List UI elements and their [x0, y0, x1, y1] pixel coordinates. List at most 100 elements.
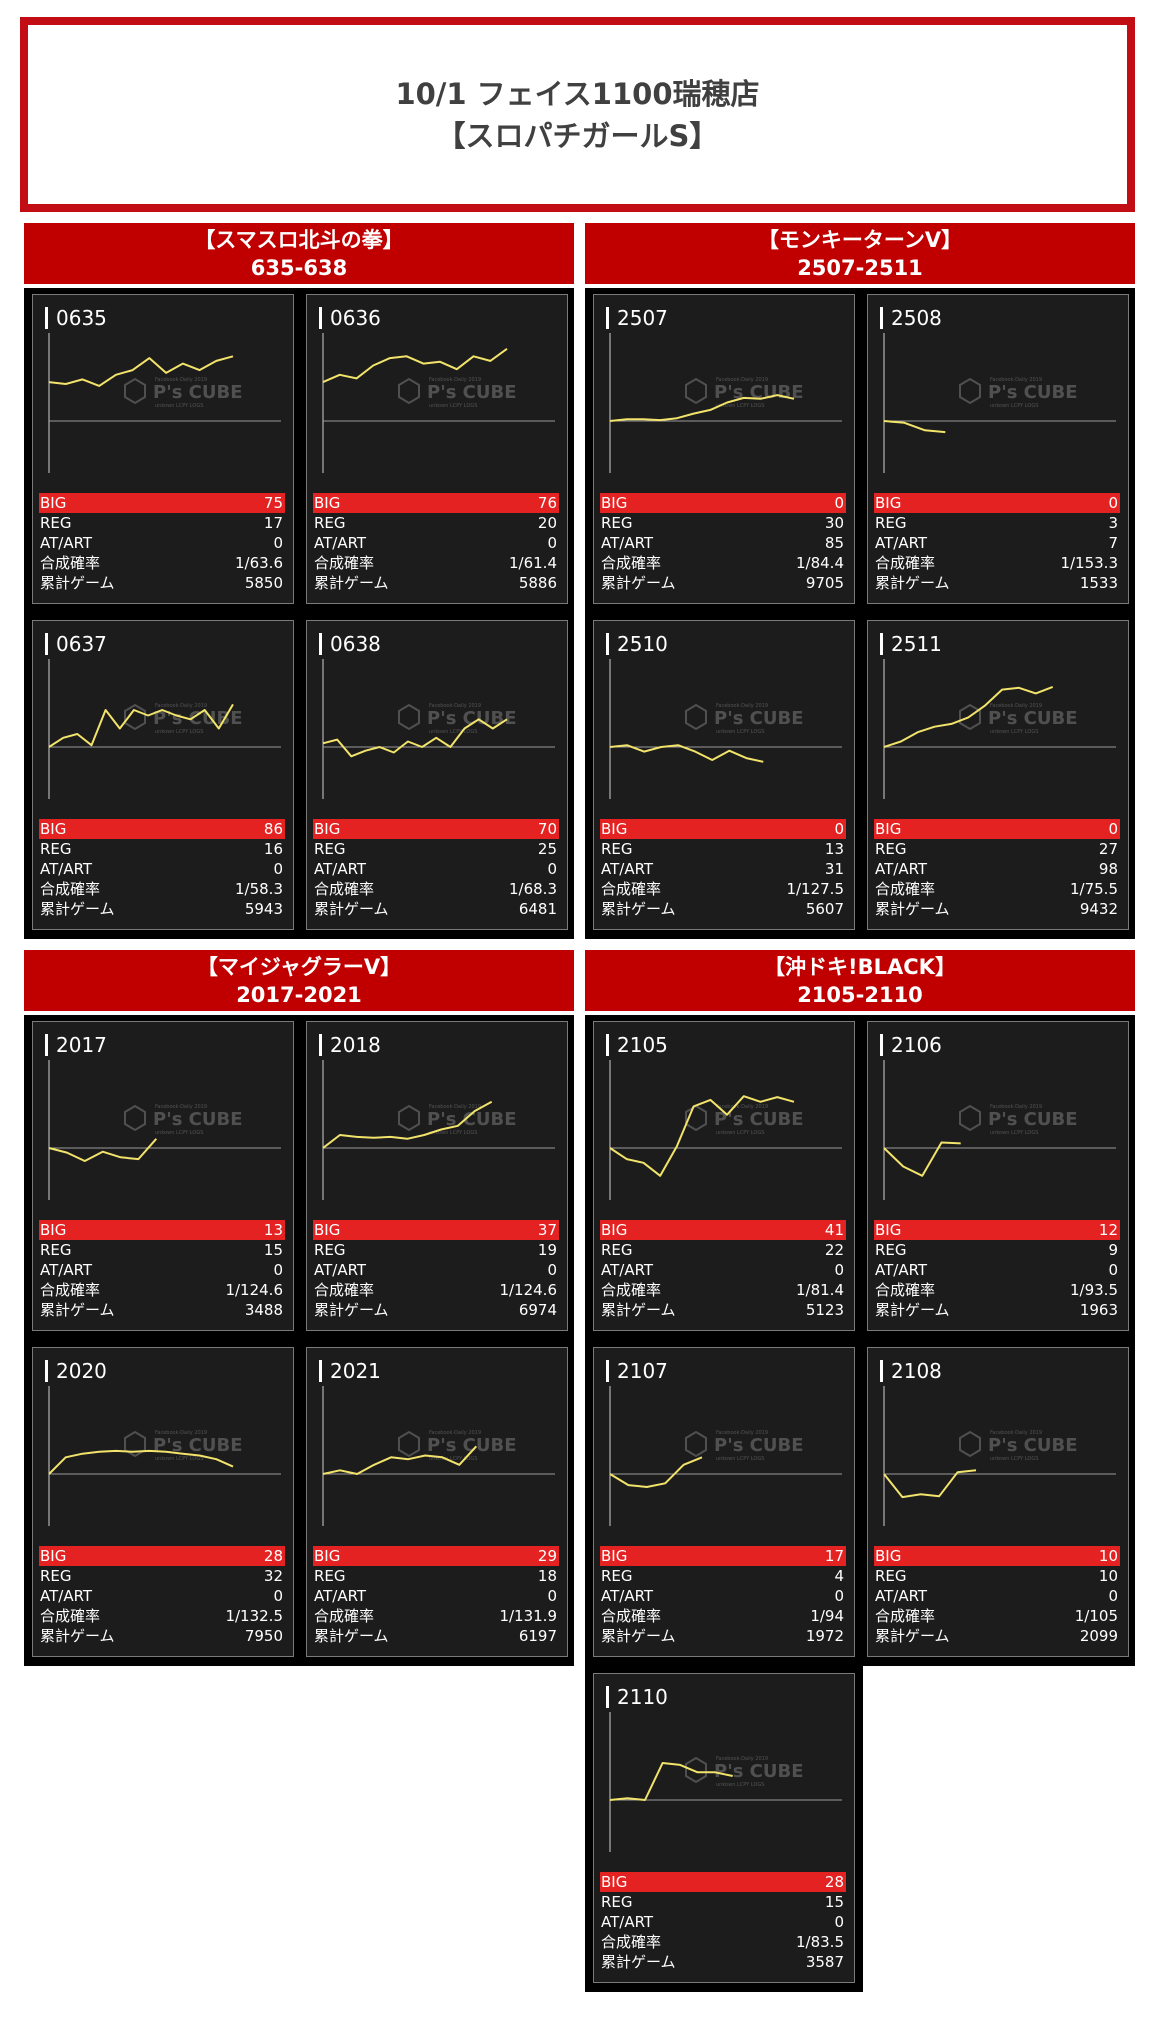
- watermark-top: Facebook·Daily 2019: [716, 1104, 768, 1110]
- big-row: BIG 10: [874, 1546, 1120, 1566]
- total-games-label: 累計ゲーム: [40, 574, 115, 592]
- machine-stats: BIG 28 REG 32 AT/ART 0 合成確率 1/132.5 累計ゲーム 7950: [39, 1546, 285, 1646]
- big-value: 75: [263, 494, 283, 512]
- total-games-row: 累計ゲーム 5123: [600, 1300, 846, 1320]
- combined-probability-label: 合成確率: [601, 1933, 662, 1951]
- big-value: 29: [537, 1547, 557, 1565]
- graph-line: [609, 394, 795, 422]
- machine-card-2105: 2105 Facebook·Daily 2019 P's CUBE unkown LC…: [593, 1021, 855, 1331]
- graph-line: [322, 1445, 478, 1475]
- at-art-label: AT/ART: [875, 1587, 928, 1605]
- reg-label: REG: [314, 1241, 346, 1259]
- total-games-value: 5607: [805, 900, 844, 918]
- combined-probability-label: 合成確率: [40, 880, 101, 898]
- big-value: 0: [1108, 820, 1118, 838]
- big-row: BIG 37: [313, 1220, 559, 1240]
- at-art-label: AT/ART: [601, 534, 654, 552]
- machine-number: 2106: [880, 1034, 942, 1056]
- total-games-label: 累計ゲーム: [875, 574, 950, 592]
- total-games-row: 累計ゲーム 5943: [39, 899, 285, 919]
- machine-card-2508: 2508 Facebook·Daily 2019 P's CUBE unkown LC…: [867, 294, 1129, 604]
- graph-line: [322, 347, 508, 384]
- total-games-label: 累計ゲーム: [601, 1627, 676, 1645]
- header-title-line1: 10/1 フェイス1100瑞穂店: [395, 76, 760, 111]
- combined-probability-label: 合成確率: [40, 554, 101, 572]
- big-label: BIG: [875, 1221, 902, 1239]
- reg-label: REG: [40, 1567, 72, 1585]
- graph-line: [883, 1469, 977, 1499]
- watermark-top: Facebook·Daily 2019: [155, 703, 207, 709]
- at-art-row: AT/ART 7: [874, 533, 1120, 553]
- big-label: BIG: [40, 1221, 67, 1239]
- machine-stats: BIG 13 REG 15 AT/ART 0 合成確率 1/124.6 累計ゲーム 3488: [39, 1220, 285, 1320]
- at-art-label: AT/ART: [314, 1587, 367, 1605]
- machine-number: 2107: [606, 1360, 668, 1382]
- machine-number: 2105: [606, 1034, 668, 1056]
- total-games-row: 累計ゲーム 7950: [39, 1626, 285, 1646]
- at-art-value: 31: [824, 860, 844, 878]
- watermark-brand: P's CUBE: [988, 382, 1078, 403]
- machine-card-0637: 0637 Facebook·Daily 2019 P's CUBE unkown LC…: [32, 620, 294, 930]
- section-hokuto: 【スマスロ北斗の拳】 635-638: [24, 223, 574, 284]
- reg-value: 32: [263, 1567, 283, 1585]
- big-label: BIG: [40, 820, 67, 838]
- at-art-label: AT/ART: [601, 1261, 654, 1279]
- watermark-brand: P's CUBE: [153, 1435, 243, 1456]
- watermark-top: Facebook·Daily 2019: [429, 703, 481, 709]
- reg-value: 15: [824, 1893, 844, 1911]
- combined-probability-value: 1/61.4: [509, 554, 557, 572]
- combined-probability-label: 合成確率: [875, 1281, 936, 1299]
- section-my-juggler: 【マイジャグラーV】 2017-2021: [24, 950, 574, 1011]
- machine-card-2021: 2021 Facebook·Daily 2019 P's CUBE unkown LC…: [306, 1347, 568, 1657]
- reg-value: 10: [1098, 1567, 1118, 1585]
- total-games-label: 累計ゲーム: [314, 574, 389, 592]
- machine-stats: BIG 37 REG 19 AT/ART 0 合成確率 1/124.6 累計ゲーム 6974: [313, 1220, 559, 1320]
- machine-stats: BIG 75 REG 17 AT/ART 0 合成確率 1/63.6 累計ゲーム 5850: [39, 493, 285, 593]
- watermark-bottom: unkown LCPY LOGS: [155, 1130, 203, 1136]
- combined-probability-value: 1/153.3: [1060, 554, 1118, 572]
- total-games-row: 累計ゲーム 5886: [313, 573, 559, 593]
- at-art-row: AT/ART 85: [600, 533, 846, 553]
- total-games-label: 累計ゲーム: [601, 574, 676, 592]
- reg-label: REG: [314, 1567, 346, 1585]
- total-games-row: 累計ゲーム 5607: [600, 899, 846, 919]
- big-label: BIG: [314, 494, 341, 512]
- big-row: BIG 0: [874, 493, 1120, 513]
- reg-row: REG 25: [313, 839, 559, 859]
- watermark-top: Facebook·Daily 2019: [429, 377, 481, 383]
- total-games-value: 1972: [805, 1627, 844, 1645]
- graph-line: [883, 1141, 961, 1177]
- combined-probability-row: 合成確率 1/75.5: [874, 879, 1120, 899]
- section-range: 2017-2021: [236, 983, 362, 1007]
- at-art-value: 0: [1108, 1261, 1118, 1279]
- total-games-row: 累計ゲーム 9432: [874, 899, 1120, 919]
- at-art-label: AT/ART: [40, 1261, 93, 1279]
- watermark-brand: P's CUBE: [153, 708, 243, 729]
- total-games-label: 累計ゲーム: [40, 1627, 115, 1645]
- machine-number: 2108: [880, 1360, 942, 1382]
- combined-probability-value: 1/68.3: [509, 880, 557, 898]
- reg-label: REG: [314, 514, 346, 532]
- total-games-row: 累計ゲーム 3587: [600, 1952, 846, 1972]
- at-art-value: 0: [547, 1587, 557, 1605]
- at-art-value: 0: [273, 1587, 283, 1605]
- big-value: 10: [1098, 1547, 1118, 1565]
- machine-number: 2508: [880, 307, 942, 329]
- combined-probability-row: 合成確率 1/131.9: [313, 1606, 559, 1626]
- combined-probability-row: 合成確率 1/132.5: [39, 1606, 285, 1626]
- big-label: BIG: [601, 820, 628, 838]
- big-value: 76: [537, 494, 557, 512]
- combined-probability-value: 1/83.5: [796, 1933, 844, 1951]
- at-art-value: 0: [273, 1261, 283, 1279]
- total-games-row: 累計ゲーム 5850: [39, 573, 285, 593]
- at-art-row: AT/ART 0: [313, 859, 559, 879]
- watermark-bottom: unkown LCPY LOGS: [716, 1456, 764, 1462]
- total-games-value: 1963: [1079, 1301, 1118, 1319]
